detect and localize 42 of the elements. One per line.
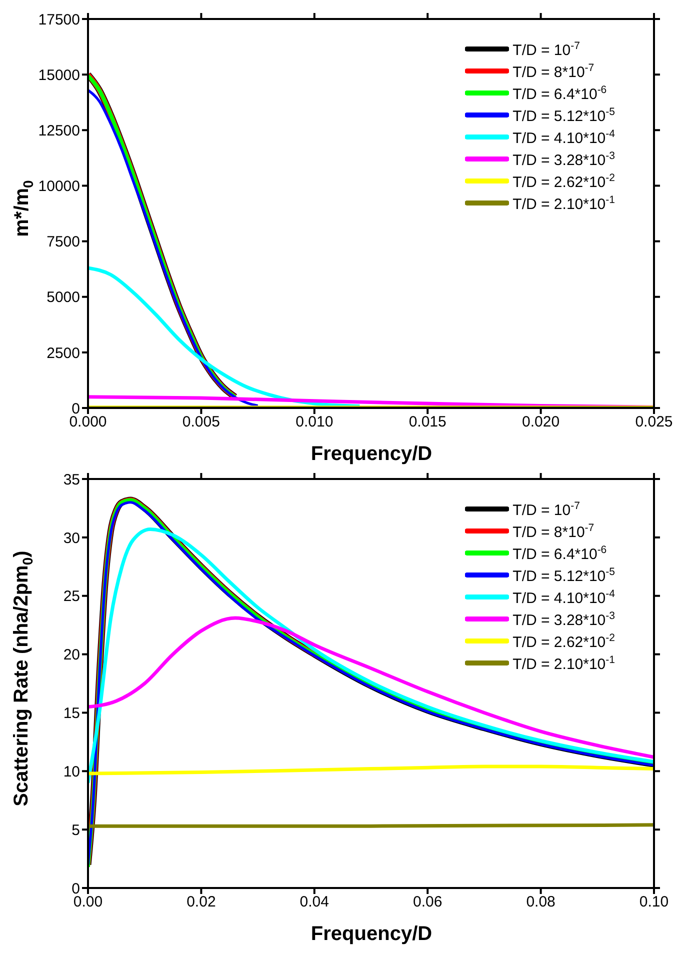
x-tick-label: 0.02 — [186, 894, 216, 911]
x-tick-label: 0.08 — [526, 894, 556, 911]
legend-label: T/D = 3.28*10$^{-3}$ — [512, 610, 615, 628]
x-tick-label: 0.010 — [296, 414, 334, 431]
x-tick-label: 0.06 — [413, 894, 442, 911]
x-tick-label: 0.025 — [635, 414, 673, 431]
legend-label: T/D = 6.4*10$^{-6}$ — [512, 544, 607, 562]
x-tick-label: 0.10 — [639, 894, 669, 911]
y-tick-label: 10 — [63, 763, 80, 780]
x-tick-label: 0.04 — [300, 894, 329, 911]
y-tick-label: 30 — [63, 530, 80, 547]
y-tick-label: 17500 — [38, 11, 80, 28]
y-tick-label: 5 — [72, 822, 80, 839]
x-tick-label: 0.005 — [182, 414, 220, 431]
y-tick-label: 20 — [63, 646, 80, 664]
y-tick-label: 7500 — [46, 234, 80, 251]
legend-label: T/D = 4.10*10$^{-4}$ — [512, 588, 615, 606]
legend-label: T/D = 5.12*10$^{-5}$ — [512, 106, 615, 124]
legend-label: T/D = 2.10*10$^{-1}$ — [512, 194, 615, 212]
legend-label: T/D = 4.10*10$^{-4}$ — [512, 128, 615, 146]
legend-label: T/D = 10$^{-7}$ — [512, 500, 580, 518]
legend-label: T/D = 2.62*10$^{-2}$ — [512, 632, 615, 650]
legend-label: T/D = 5.12*10$^{-5}$ — [512, 566, 615, 584]
x-axis-title: Frequency/D — [310, 443, 432, 465]
x-tick-label: 0.015 — [408, 414, 446, 431]
legend-label: T/D = 8*10$^{-7}$ — [512, 62, 594, 80]
y-tick-label: 12500 — [38, 122, 80, 140]
y-tick-label: 15000 — [38, 66, 80, 84]
x-tick-label: 0.020 — [522, 414, 560, 431]
legend-label: T/D = 2.62*10$^{-2}$ — [512, 172, 615, 190]
y-tick-label: 15 — [63, 705, 80, 722]
x-axis-title: Frequency/D — [310, 923, 432, 945]
legend-label: T/D = 2.10*10$^{-1}$ — [512, 654, 615, 672]
legend-label: T/D = 6.4*10$^{-6}$ — [512, 84, 607, 102]
y-tick-label: 35 — [63, 471, 80, 488]
y-tick-label: 2500 — [46, 344, 80, 362]
legend-label: T/D = 8*10$^{-7}$ — [512, 522, 594, 540]
legend-label: T/D = 10$^{-7}$ — [512, 40, 580, 58]
y-tick-label: 5000 — [46, 289, 80, 306]
y-tick-label: 25 — [63, 588, 80, 606]
y-tick-label: 10000 — [38, 178, 80, 196]
legend-label: T/D = 3.28*10$^{-3}$ — [512, 150, 615, 168]
